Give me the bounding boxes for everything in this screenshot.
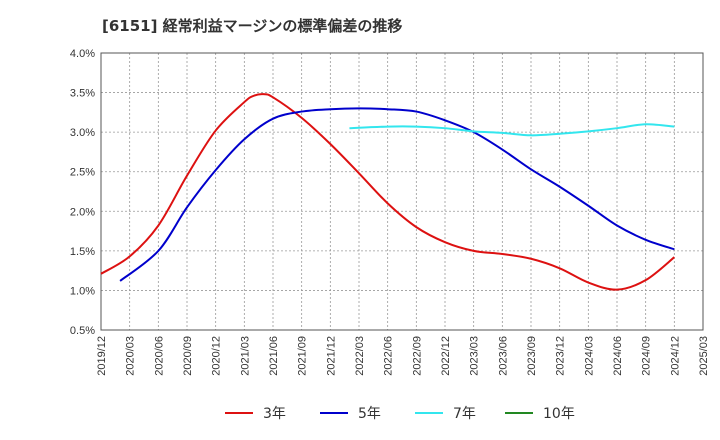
plot-background (101, 53, 703, 330)
x-tick-label: 2024/06 (612, 336, 624, 376)
x-tick-label: 2024/03 (583, 336, 595, 376)
y-tick-label: 1.5% (70, 246, 95, 258)
x-tick-label: 2025/03 (698, 336, 710, 376)
x-tick-label: 2024/12 (669, 336, 681, 376)
legend: 3年 5年 7年 10年 (225, 406, 575, 422)
x-tick-label: 2023/12 (555, 336, 567, 376)
x-tick-label: 2024/09 (641, 336, 653, 376)
y-tick-label: 4.0% (70, 48, 95, 60)
y-tick-label: 2.5% (70, 167, 95, 179)
x-tick-label: 2021/09 (297, 336, 309, 376)
legend-label: 3年 (263, 406, 286, 422)
y-tick-label: 0.5% (70, 325, 95, 337)
plot-border (100, 52, 704, 331)
x-tick-label: 2021/12 (325, 336, 337, 376)
x-tick-label: 2020/09 (182, 336, 194, 376)
legend-item-2: 7年 (415, 406, 476, 422)
x-tick-label: 2021/03 (239, 336, 251, 376)
x-tick-label: 2022/03 (354, 336, 366, 376)
series-line-2 (349, 123, 675, 137)
legend-item-1: 5年 (320, 406, 381, 422)
x-tick-label: 2023/06 (497, 336, 509, 376)
x-tick-label: 2021/06 (268, 336, 280, 376)
x-tick-label: 2019/12 (96, 336, 108, 376)
legend-item-3: 10年 (505, 406, 575, 422)
plot-area: 0.5% 1.0% 1.5% 2.0% 2.5% 3.0% 3.5% 4.0% 2019/12 2… (70, 48, 710, 376)
y-tick-label: 1.0% (70, 285, 95, 297)
chart-title: [6151] 経常利益マージンの標準偏差の推移 (102, 17, 402, 35)
series-line-0 (100, 93, 675, 291)
x-tick-label: 2020/03 (125, 336, 137, 376)
x-tick-label: 2023/09 (526, 336, 538, 376)
x-tick-label: 2022/06 (383, 336, 395, 376)
legend-label: 7年 (453, 406, 476, 422)
x-tick-label: 2020/12 (211, 336, 223, 376)
x-tick-label: 2022/09 (411, 336, 423, 376)
y-tick-label: 3.0% (70, 127, 95, 139)
legend-label: 5年 (358, 406, 381, 422)
x-tick-label: 2020/06 (153, 336, 165, 376)
x-tick-label: 2022/12 (440, 336, 452, 376)
legend-item-0: 3年 (225, 406, 286, 422)
legend-label: 10年 (543, 406, 575, 422)
y-tick-label: 3.5% (70, 88, 95, 100)
x-tick-label: 2023/03 (469, 336, 481, 376)
y-tick-label: 2.0% (70, 206, 95, 218)
series-line-1 (119, 107, 675, 282)
